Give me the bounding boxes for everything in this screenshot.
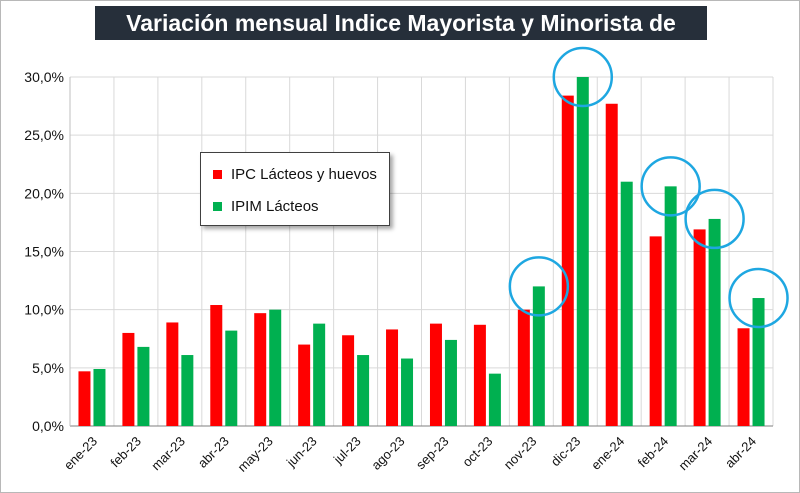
legend-item-ipc: IPC Lácteos y huevos	[213, 165, 377, 185]
x-tick-label: dic-23	[548, 434, 584, 470]
bar-ipc	[649, 236, 662, 426]
x-tick-label: ene-23	[61, 434, 100, 473]
bar-ipc	[517, 309, 530, 426]
bars	[78, 77, 765, 427]
highlight-circle	[684, 188, 745, 250]
legend-swatch-ipc	[213, 170, 222, 179]
y-tick-label: 10,0%	[24, 302, 64, 318]
bar-ipc	[210, 305, 223, 426]
bar-ipc	[122, 332, 135, 426]
bar-ipim	[576, 77, 589, 426]
y-tick-label: 30,0%	[24, 69, 64, 85]
bar-ipc	[166, 322, 179, 426]
highlight-circle	[508, 256, 570, 317]
x-tick-label: jul-23	[330, 434, 364, 468]
highlight-circle	[552, 46, 614, 108]
highlight-circle	[640, 156, 701, 217]
bar-ipc	[386, 329, 399, 426]
legend: IPC Lácteos y huevos IPIM Lácteos	[200, 152, 390, 226]
bar-ipc	[693, 229, 706, 426]
bar-ipim	[488, 373, 501, 426]
bar-ipc	[737, 328, 750, 426]
x-tick-label: jun-23	[283, 434, 320, 471]
x-tick-label: sep-23	[413, 434, 452, 473]
bar-ipc	[561, 95, 574, 426]
x-tick-label: feb-23	[107, 434, 144, 471]
bar-ipim	[181, 355, 194, 426]
legend-swatch-ipim	[213, 202, 222, 211]
x-tick-labels: ene-23 feb-23 mar-23 abr-23 may-23 jun-23 jul-…	[61, 434, 759, 475]
bar-ipim	[313, 323, 326, 426]
bar-ipc	[254, 313, 267, 426]
y-tick-label: 25,0%	[24, 127, 64, 143]
y-tick-label: 15,0%	[24, 244, 64, 260]
x-tick-label: ago-23	[368, 434, 407, 473]
y-tick-label: 5,0%	[32, 360, 64, 376]
bar-ipc	[298, 344, 311, 426]
x-tick-label: ene-24	[588, 434, 627, 473]
bar-ipim	[664, 186, 677, 426]
bar-ipc	[342, 335, 355, 426]
highlight-circles	[508, 46, 789, 329]
bar-ipim	[269, 309, 282, 426]
x-tick-label: oct-23	[459, 434, 495, 470]
bar-ipim	[620, 181, 633, 426]
bar-ipim	[401, 358, 414, 426]
chart-title: Variación mensual Indice Mayorista y Min…	[95, 6, 707, 70]
x-tick-label: nov-23	[501, 434, 540, 473]
legend-label-ipc: IPC Lácteos y huevos	[231, 166, 377, 183]
bar-ipim	[137, 346, 150, 426]
bar-ipim	[93, 368, 106, 426]
legend-label-ipim: IPIM Lácteos	[231, 198, 319, 215]
bar-ipc	[473, 324, 486, 426]
y-tick-label: 0,0%	[32, 418, 64, 434]
y-tick-labels: 0,0% 5,0% 10,0% 15,0% 20,0% 25,0% 30,0%	[24, 69, 64, 434]
legend-item-ipim: IPIM Lácteos	[213, 197, 319, 217]
x-tick-label: abr-24	[722, 434, 759, 471]
x-tick-label: may-23	[235, 434, 276, 475]
x-tick-label: mar-23	[148, 434, 188, 474]
bar-ipc	[605, 103, 618, 427]
bar-ipim	[444, 339, 457, 426]
x-tick-label: feb-24	[635, 434, 672, 471]
x-tick-label: mar-24	[675, 434, 715, 474]
x-tick-label: abr-23	[195, 434, 232, 471]
bar-ipim	[357, 355, 370, 426]
bar-ipim	[225, 330, 238, 426]
bar-ipc	[78, 371, 91, 426]
y-tick-label: 20,0%	[24, 185, 64, 201]
bar-ipc	[429, 323, 442, 426]
bar-ipim	[532, 286, 545, 426]
bar-ipim	[708, 218, 721, 426]
bar-ipim	[752, 298, 765, 426]
highlight-circle	[728, 267, 789, 329]
